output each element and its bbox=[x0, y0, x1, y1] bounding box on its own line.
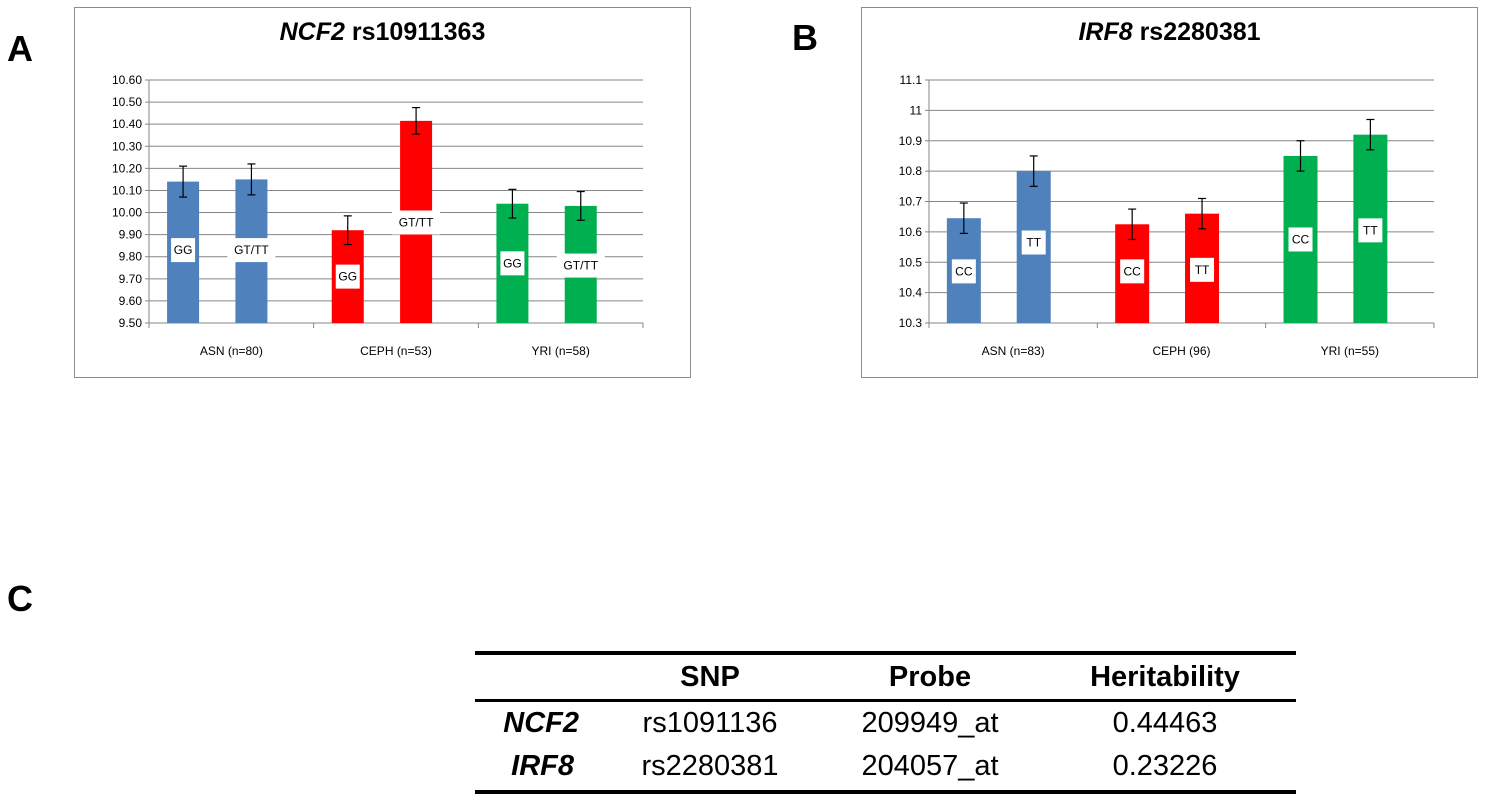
data-label-box bbox=[951, 259, 976, 284]
x-tick-label: YRI (n=55) bbox=[1321, 344, 1379, 358]
panel-label-b: B bbox=[792, 17, 818, 58]
y-tick-label: 10.5 bbox=[899, 255, 923, 269]
data-label-box bbox=[556, 253, 605, 278]
y-tick-label: 10.9 bbox=[899, 134, 923, 148]
x-tick-label: YRI (n=58) bbox=[531, 344, 589, 358]
data-label: CC bbox=[1124, 264, 1142, 278]
chart-irf8: IRF8 rs2280381 10.3 10.4 10.5 10.6 10.7 10.8 1… bbox=[861, 7, 1478, 378]
y-tick-label: 9.50 bbox=[119, 316, 143, 330]
data-label-box bbox=[335, 264, 360, 289]
chart-irf8-plot: 10.3 10.4 10.5 10.6 10.7 10.8 10.9 11 11.1 ASN (n… bbox=[899, 73, 1435, 358]
table-row-probe: 204057_at bbox=[861, 750, 999, 782]
y-tick-label: 10.00 bbox=[112, 206, 142, 220]
data-label-box bbox=[1190, 257, 1215, 282]
data-label: GG bbox=[503, 256, 522, 270]
data-label-box bbox=[500, 251, 525, 276]
y-tick-label: 10.50 bbox=[112, 95, 142, 109]
data-label: GT/TT bbox=[563, 259, 598, 273]
table-row-probe: 209949_at bbox=[861, 707, 999, 739]
y-tick-label: 10.10 bbox=[112, 183, 142, 197]
table-row-gene: NCF2 bbox=[503, 707, 579, 739]
chart-ncf2: NCF2 rs10911363 9.50 9.60 9.70 9.80 9.90 10.0… bbox=[74, 7, 691, 378]
y-tick-label: 10.7 bbox=[899, 195, 923, 209]
data-label-box bbox=[1021, 230, 1046, 255]
y-tick-label: 10.30 bbox=[112, 139, 142, 153]
x-tick-label: ASN (n=83) bbox=[982, 344, 1045, 358]
chart-title-snp: rs2280381 bbox=[1139, 18, 1261, 46]
y-tick-label: 10.3 bbox=[899, 316, 923, 330]
data-label: GG bbox=[338, 270, 357, 284]
y-tick-label: 11.1 bbox=[900, 73, 923, 87]
data-label-box bbox=[1288, 227, 1313, 252]
y-tick-label: 10.20 bbox=[112, 161, 142, 175]
data-label-box bbox=[171, 238, 196, 263]
data-label: CC bbox=[1292, 232, 1310, 246]
table-header-snp: SNP bbox=[680, 661, 740, 693]
table-row-snp: rs2280381 bbox=[641, 750, 779, 782]
y-tick-label: 10.60 bbox=[112, 73, 142, 87]
panel-label-c: C bbox=[7, 578, 33, 619]
panel-label-a: A bbox=[7, 28, 33, 69]
y-tick-label: 9.70 bbox=[119, 272, 143, 286]
table-header-heritability: Heritability bbox=[1090, 661, 1240, 693]
y-tick-label: 10.8 bbox=[899, 164, 923, 178]
data-label: CC bbox=[955, 264, 973, 278]
data-label: GT/TT bbox=[234, 243, 269, 257]
x-tick-label: CEPH (n=53) bbox=[360, 344, 432, 358]
y-tick-label: 9.60 bbox=[119, 294, 143, 308]
y-tick-label: 10.40 bbox=[112, 117, 142, 131]
data-label-box bbox=[392, 210, 441, 235]
chart-title-gene: IRF8 bbox=[1078, 18, 1133, 46]
chart-ncf2-plot: 9.50 9.60 9.70 9.80 9.90 10.00 10.10 10.20 10.30… bbox=[112, 73, 644, 358]
y-tick-label: 9.90 bbox=[119, 228, 143, 242]
chart-title-snp: rs10911363 bbox=[351, 18, 486, 46]
y-tick-label: 10.6 bbox=[899, 225, 923, 239]
table-header-probe: Probe bbox=[888, 661, 972, 693]
x-tick-label: CEPH (96) bbox=[1152, 344, 1210, 358]
data-label: GG bbox=[174, 243, 193, 257]
table-header-rule bbox=[475, 699, 1296, 702]
table-row-heritability: 0.23226 bbox=[1112, 750, 1218, 782]
data-label-box bbox=[1120, 259, 1145, 284]
x-tick-label: ASN (n=80) bbox=[200, 344, 263, 358]
data-label: TT bbox=[1026, 236, 1041, 250]
y-tick-label: 10.4 bbox=[899, 286, 923, 300]
chart-title-gene: NCF2 bbox=[279, 18, 345, 46]
chart-title: IRF8 rs2280381 bbox=[862, 18, 1477, 47]
data-label: GT/TT bbox=[399, 215, 434, 229]
y-tick-label: 11 bbox=[910, 103, 923, 117]
table-row-gene: IRF8 bbox=[511, 750, 574, 782]
y-tick-label: 9.80 bbox=[119, 250, 143, 264]
data-label-box bbox=[1358, 218, 1383, 243]
table-row-heritability: 0.44463 bbox=[1112, 707, 1218, 739]
data-label: TT bbox=[1195, 263, 1210, 277]
chart-title: NCF2 rs10911363 bbox=[75, 18, 690, 47]
table-row-snp: rs1091136 bbox=[642, 707, 778, 739]
table-top-rule bbox=[475, 651, 1296, 655]
data-label-box bbox=[227, 238, 276, 263]
table-bottom-rule bbox=[475, 790, 1296, 794]
data-label: TT bbox=[1363, 223, 1378, 237]
